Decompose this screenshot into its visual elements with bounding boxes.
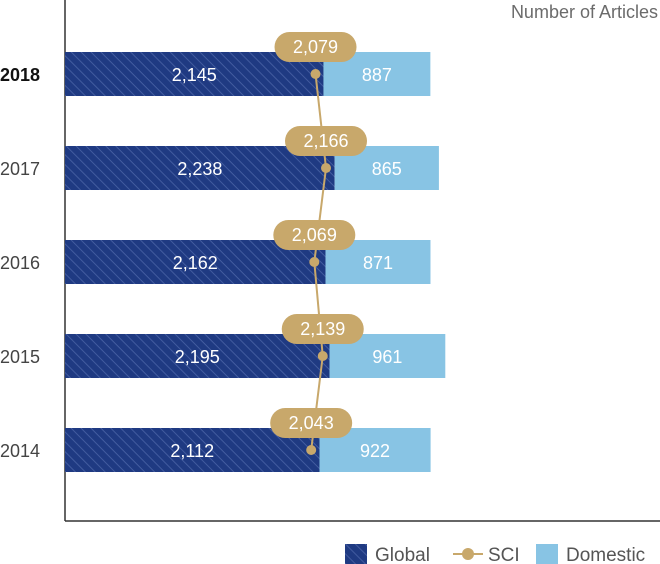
data-label-global: 2,162 bbox=[173, 253, 218, 273]
data-label-domestic: 961 bbox=[372, 347, 402, 367]
data-label-domestic: 871 bbox=[363, 253, 393, 273]
data-label-domestic: 922 bbox=[360, 441, 390, 461]
data-label-sci: 2,069 bbox=[292, 225, 337, 245]
chart-title: Number of Articles bbox=[511, 2, 658, 22]
data-label-global: 2,238 bbox=[177, 159, 222, 179]
data-label-domestic: 887 bbox=[362, 65, 392, 85]
data-label-global: 2,195 bbox=[175, 347, 220, 367]
category-label: 2014 bbox=[0, 441, 40, 461]
legend-sci-label: SCI bbox=[488, 545, 520, 564]
sci-point bbox=[321, 163, 332, 173]
sci-label-badge bbox=[285, 126, 368, 156]
sci-point bbox=[309, 257, 320, 267]
data-label-sci: 2,166 bbox=[303, 131, 348, 151]
category-label: 2015 bbox=[0, 347, 40, 367]
bars-layer: 2,145 887 2,238 865 2,162 871 2,195 961 2,112 922 bbox=[65, 52, 446, 472]
data-label-global: 2,112 bbox=[170, 441, 214, 461]
sci-point bbox=[310, 69, 321, 79]
data-label-sci: 2,043 bbox=[289, 413, 334, 433]
bar-global bbox=[65, 146, 335, 190]
sci-label-badge bbox=[281, 314, 364, 344]
bar-global bbox=[65, 334, 330, 378]
data-label-sci: 2,079 bbox=[293, 37, 338, 57]
sci-point bbox=[317, 351, 328, 361]
sci-line-layer: 2,079 2,166 2,069 2,139 2,043 bbox=[270, 32, 368, 455]
bar-global bbox=[65, 52, 324, 96]
data-label-sci: 2,139 bbox=[300, 319, 345, 339]
category-label: 2018 bbox=[0, 65, 40, 85]
legend-domestic-swatch bbox=[536, 544, 558, 564]
data-label-global: 2,145 bbox=[172, 65, 217, 85]
category-label: 2016 bbox=[0, 253, 40, 273]
legend-sci-marker bbox=[462, 548, 474, 560]
sci-label-badge bbox=[274, 32, 357, 62]
sci-label-badge bbox=[273, 220, 356, 250]
sci-label-badge bbox=[270, 408, 353, 438]
data-label-domestic: 865 bbox=[372, 159, 402, 179]
legend-domestic-label: Domestic bbox=[566, 545, 645, 564]
sci-point bbox=[306, 445, 317, 455]
category-label: 2017 bbox=[0, 159, 40, 179]
category-labels: 2018 2017 2016 2015 2014 bbox=[0, 65, 40, 461]
legend: Global SCI Domestic bbox=[345, 544, 645, 564]
legend-global-label: Global bbox=[375, 545, 430, 564]
legend-global-swatch bbox=[345, 544, 367, 564]
